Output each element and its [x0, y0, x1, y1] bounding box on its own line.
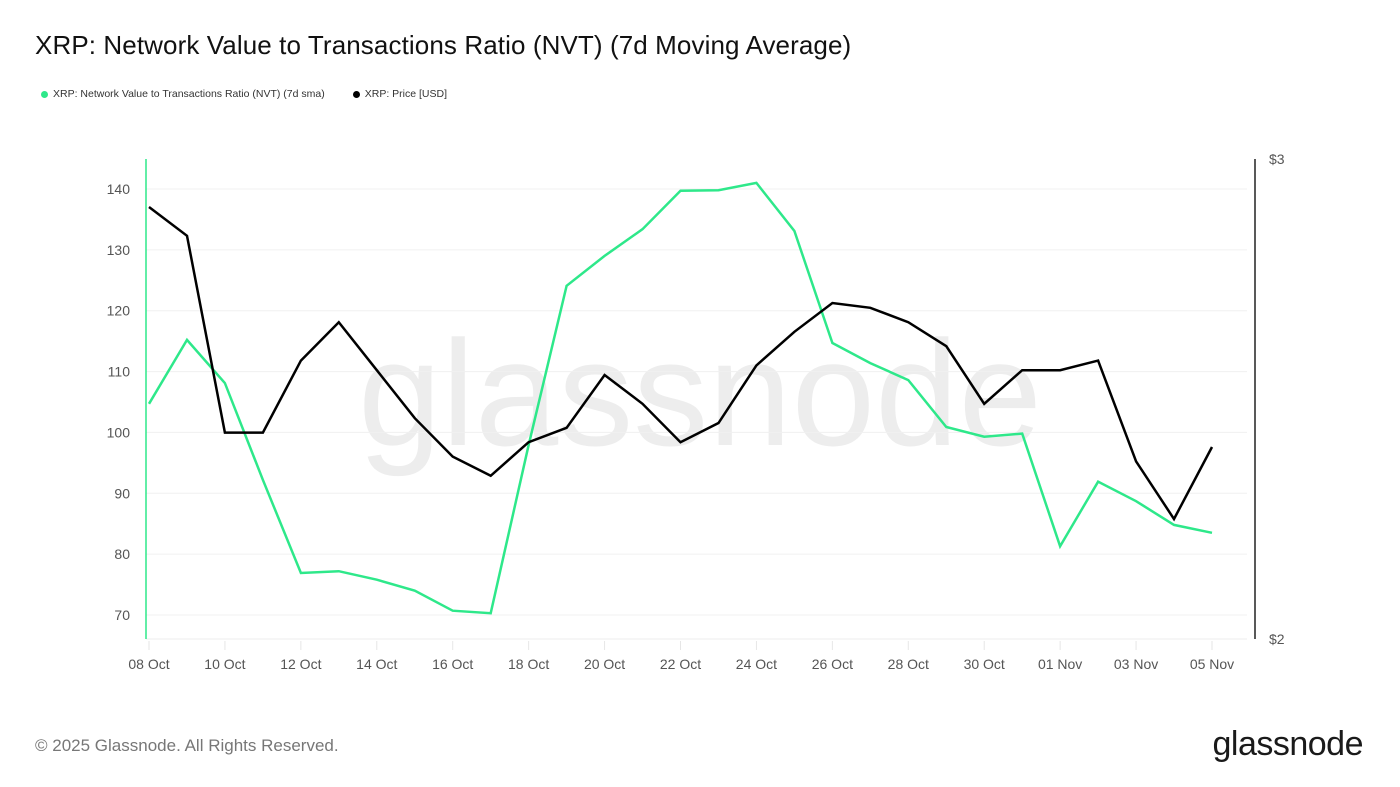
y-axis-left: 70 80 90 100 110 120 130 140 — [107, 181, 131, 623]
legend-label: XRP: Price [USD] — [364, 88, 448, 100]
watermark: glassnode — [358, 309, 1042, 477]
y-tick-label: 100 — [107, 424, 131, 440]
y-tick-label: 70 — [114, 607, 130, 623]
chart-plot-area[interactable]: glassnode 70 80 90 100 110 120 130 140 $3 $2 08 … — [0, 0, 1400, 700]
x-axis: 08 Oct 10 Oct 12 Oct 14 Oct 16 Oct 18 Oct 20 O… — [128, 641, 1234, 672]
x-tick-label: 26 Oct — [812, 656, 853, 672]
y-tick-label: 80 — [114, 546, 130, 562]
chart-legend: XRP: Network Value to Transactions Ratio… — [41, 88, 447, 100]
x-tick-label: 10 Oct — [204, 656, 245, 672]
x-tick-label: 30 Oct — [964, 656, 1005, 672]
x-tick-label: 20 Oct — [584, 656, 625, 672]
x-tick-label: 24 Oct — [736, 656, 777, 672]
y-tick-label: 120 — [107, 303, 131, 319]
x-tick-label: 05 Nov — [1190, 656, 1234, 672]
x-tick-label: 22 Oct — [660, 656, 701, 672]
x-tick-label: 01 Nov — [1038, 656, 1082, 672]
x-tick-label: 18 Oct — [508, 656, 549, 672]
y-right-tick-label: $2 — [1269, 631, 1285, 647]
chart-title: XRP: Network Value to Transactions Ratio… — [35, 30, 852, 60]
y-tick-label: 90 — [114, 485, 130, 501]
nvt-series-line[interactable] — [147, 181, 1213, 615]
x-tick-label: 14 Oct — [356, 656, 397, 672]
legend-item-nvt[interactable]: XRP: Network Value to Transactions Ratio… — [41, 88, 325, 100]
y-axis-right: $3 $2 — [1269, 151, 1285, 647]
legend-dot-icon — [352, 90, 360, 98]
y-tick-label: 110 — [108, 364, 131, 380]
y-tick-label: 130 — [107, 242, 131, 258]
legend-item-price[interactable]: XRP: Price [USD] — [352, 88, 448, 100]
y-right-tick-label: $3 — [1269, 151, 1285, 167]
x-tick-label: 12 Oct — [280, 656, 321, 672]
copyright-text: © 2025 Glassnode. All Rights Reserved. — [35, 736, 339, 755]
price-series-line[interactable] — [148, 206, 1214, 522]
legend-label: XRP: Network Value to Transactions Ratio… — [53, 88, 325, 100]
y-tick-label: 140 — [107, 181, 131, 197]
glassnode-logo: glassnode — [1212, 725, 1363, 763]
x-tick-label: 08 Oct — [128, 656, 169, 672]
x-tick-label: 28 Oct — [888, 656, 929, 672]
legend-dot-icon — [41, 90, 48, 98]
grid-lines — [146, 188, 1247, 640]
x-tick-label: 16 Oct — [432, 656, 473, 672]
x-tick-label: 03 Nov — [1114, 656, 1158, 672]
